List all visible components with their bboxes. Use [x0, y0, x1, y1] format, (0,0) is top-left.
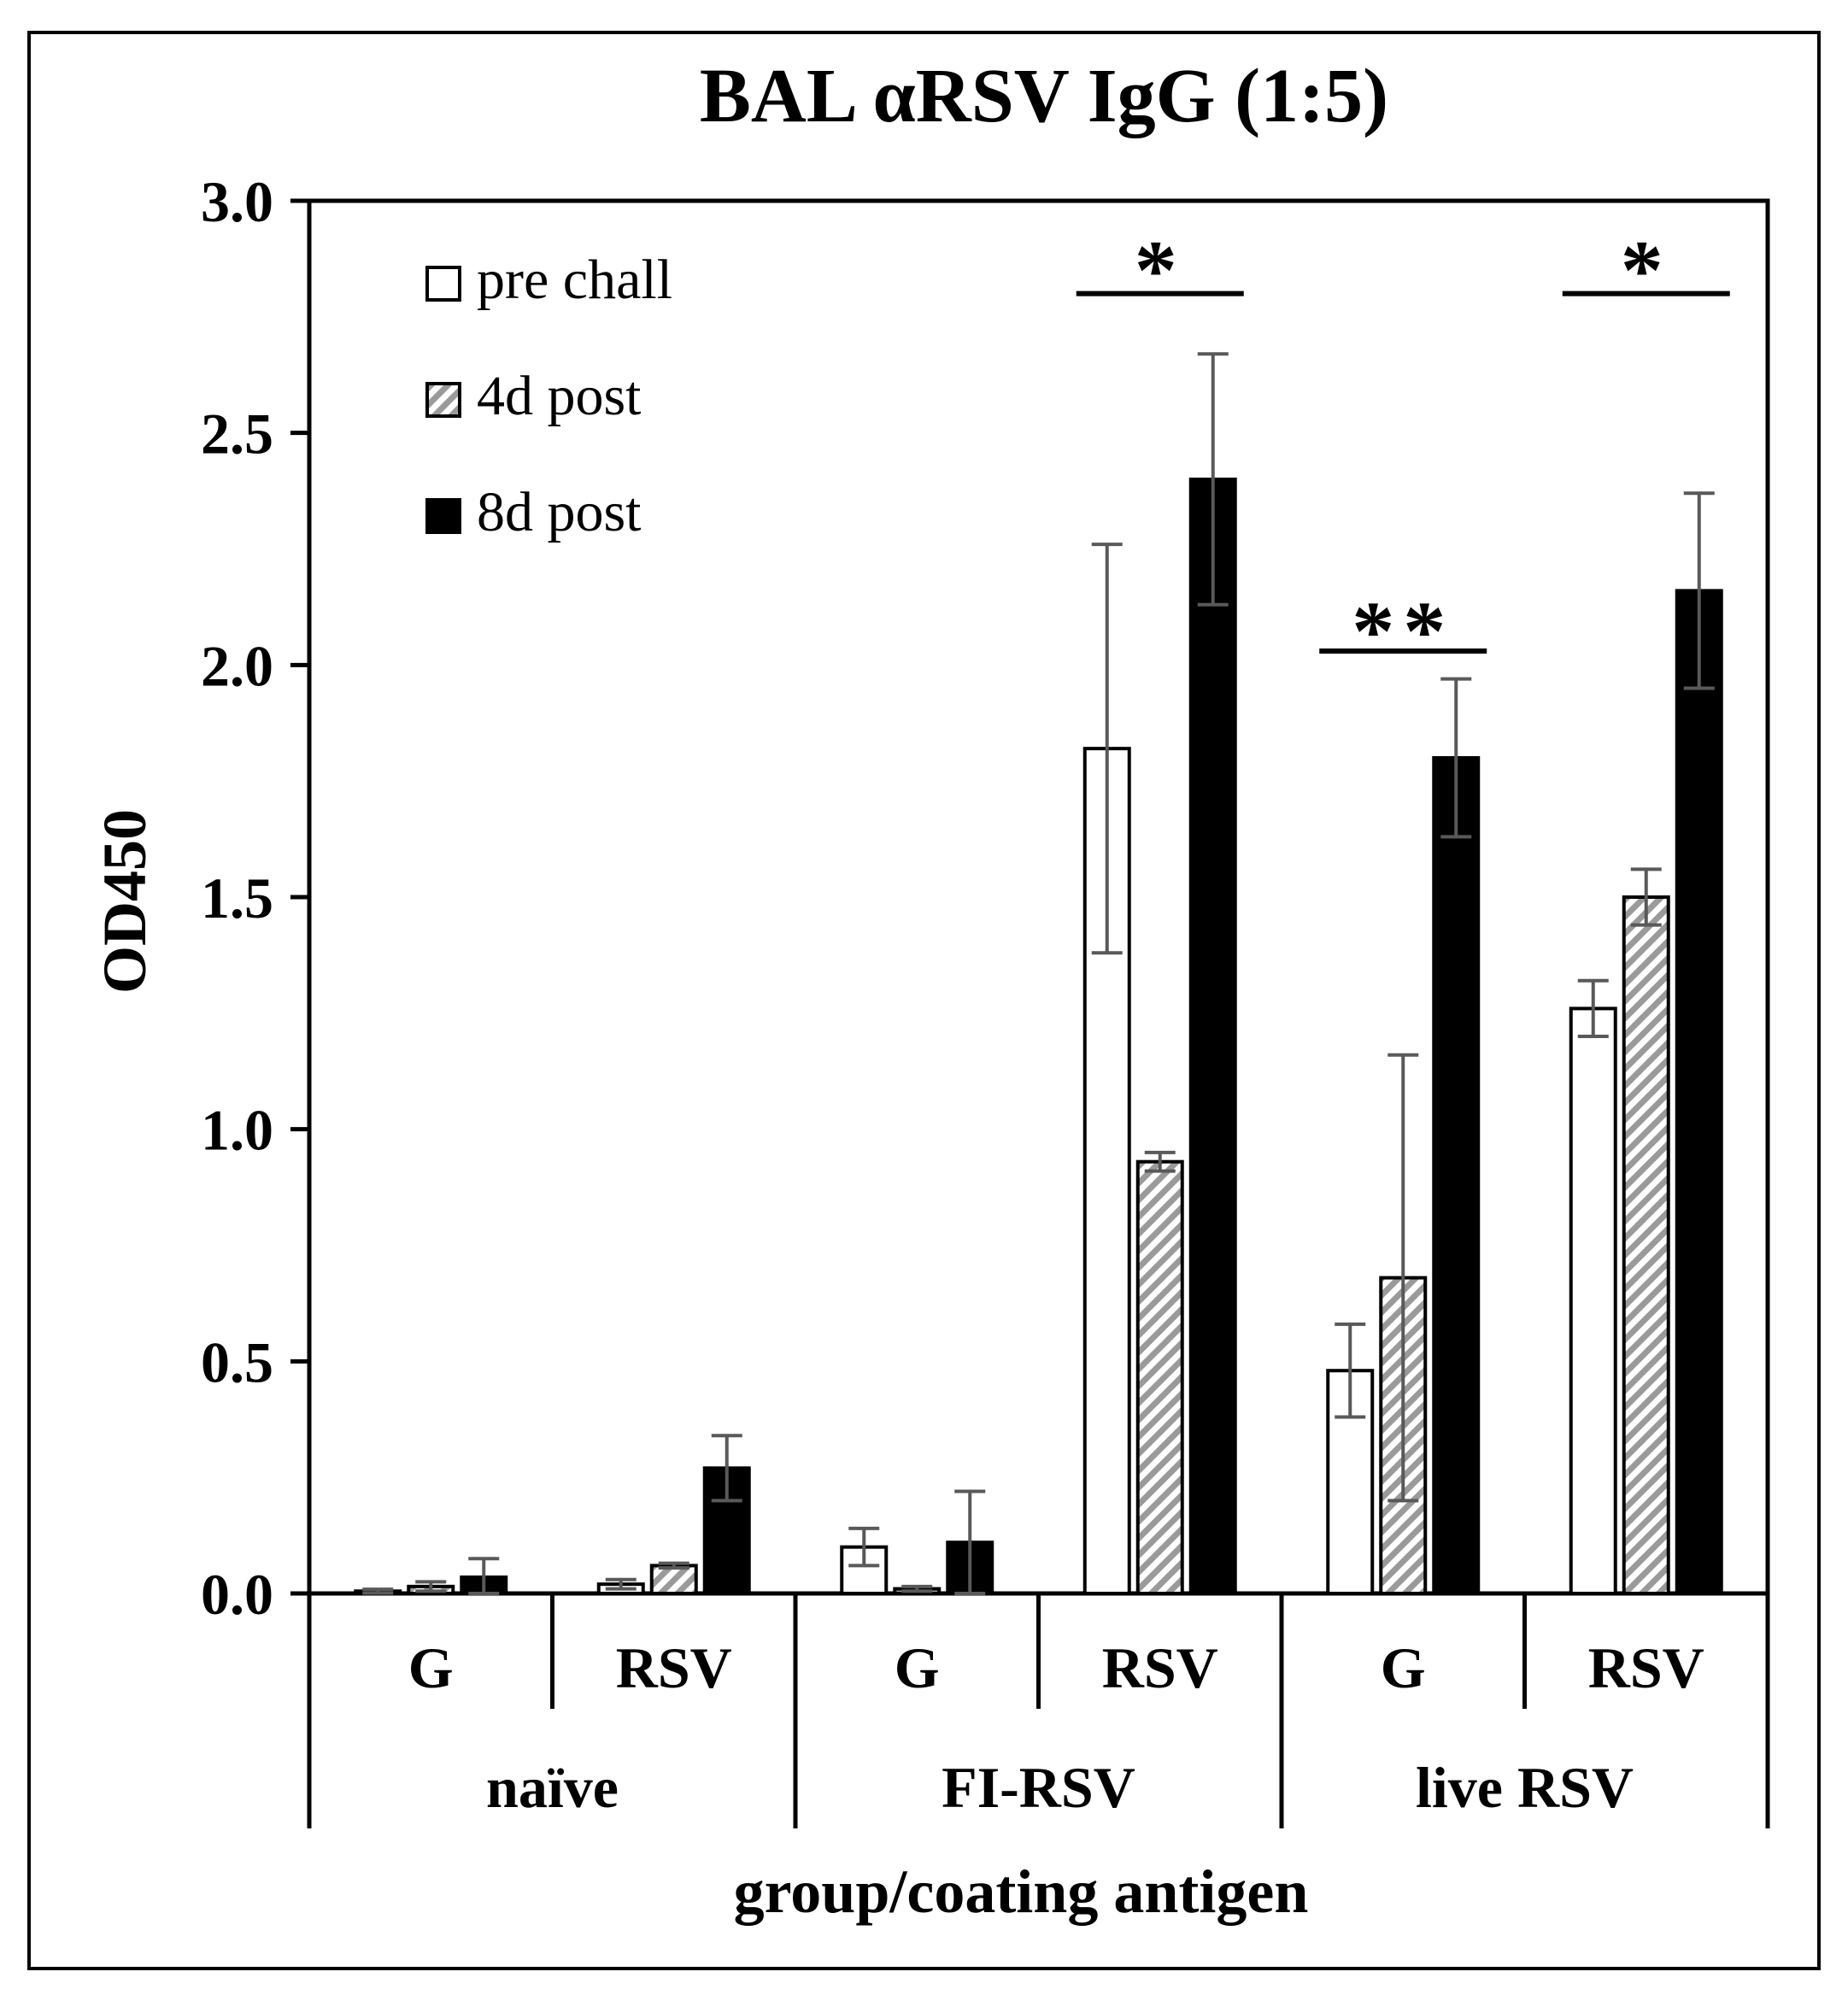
- error-bars: [362, 352, 1715, 1595]
- bars: [354, 478, 1723, 1596]
- x-category-label: RSV: [1588, 1635, 1704, 1700]
- y-tick-label: 2.0: [201, 633, 273, 698]
- bar-4d-post-1: [649, 1564, 698, 1596]
- y-axis: 0.0 0.5 1.0 1.5 2.0 2.5 3.0: [201, 169, 309, 1627]
- bar-4d-post-5: [1622, 895, 1670, 1595]
- bar-4d-post-3: [1135, 1159, 1184, 1595]
- x-category-label: RSV: [1102, 1635, 1218, 1700]
- significance-label: *: [1621, 223, 1672, 318]
- bar-8d-post-4: [1432, 756, 1481, 1595]
- legend-label: pre chall: [477, 249, 672, 311]
- legend-swatch-4d-post: [425, 382, 461, 418]
- figure-frame: [27, 31, 1821, 1970]
- x-category-label: G: [1381, 1635, 1426, 1700]
- x-category-label: G: [408, 1635, 454, 1700]
- bar-pre-chall-2: [840, 1545, 889, 1595]
- y-tick-label: 1.0: [201, 1098, 273, 1163]
- legend-label: 4d post: [477, 365, 642, 427]
- x-group-label: FI-RSV: [942, 1755, 1135, 1820]
- y-tick-label: 0.0: [201, 1562, 273, 1627]
- x-category-label: G: [895, 1635, 940, 1700]
- y-axis-label: OD450: [91, 809, 159, 994]
- x-axis-label: group/coating antigen: [734, 1857, 1309, 1926]
- bar-pre-chall-5: [1569, 1006, 1617, 1595]
- x-category-label: RSV: [616, 1635, 732, 1700]
- y-tick-label: 3.0: [201, 169, 273, 234]
- bar-8d-post-5: [1675, 589, 1723, 1595]
- chart-title: BAL αRSV IgG (1:5): [700, 54, 1388, 138]
- legend-swatch-pre-chall: [425, 266, 461, 302]
- x-group-label: live RSV: [1416, 1755, 1634, 1820]
- significance-label: *: [1135, 223, 1186, 318]
- bar-8d-post-3: [1188, 478, 1237, 1595]
- legend-swatch-8d-post: [425, 498, 461, 534]
- significance-label: **: [1352, 584, 1454, 678]
- y-tick-label: 2.5: [201, 402, 273, 467]
- significance-marks: ****: [1076, 223, 1730, 678]
- x-axis-categories: G RSV G RSV G RSV naïve FI-RSV live RSV: [307, 1593, 1770, 1828]
- x-group-label: naïve: [486, 1755, 619, 1820]
- y-tick-label: 0.5: [201, 1329, 273, 1394]
- legend: pre chall 4d post 8d post: [425, 249, 672, 543]
- legend-label: 8d post: [477, 481, 642, 543]
- y-tick-label: 1.5: [201, 866, 273, 930]
